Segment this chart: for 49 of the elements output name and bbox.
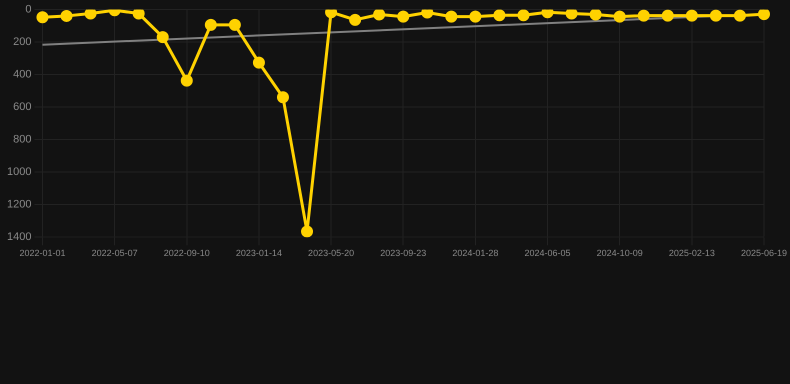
point (36, 11, 48, 24)
point (758, 10, 770, 20)
x-tick-label: 2023-01-14 (236, 248, 282, 258)
y-tick-label: 800 (13, 134, 32, 146)
point (373, 10, 386, 20)
point (566, 10, 578, 20)
point (734, 10, 746, 22)
point (180, 74, 193, 87)
point (469, 10, 482, 23)
point (252, 56, 265, 69)
x-tick-label: 2023-09-23 (380, 248, 426, 258)
y-tick-label: 400 (13, 68, 32, 81)
y-tick-label: 1400 (6, 231, 32, 244)
x-tick-label: 2024-06-05 (524, 248, 571, 258)
point (542, 10, 554, 18)
y-tick-label: 600 (13, 101, 32, 114)
point (132, 10, 145, 20)
point (686, 10, 698, 22)
point (204, 18, 217, 31)
point (517, 10, 530, 22)
x-tick-label: 2023-05-20 (308, 248, 354, 258)
y-tick-label: 200 (13, 36, 32, 48)
point (301, 226, 314, 238)
x-tick-label: 2022-09-10 (164, 248, 210, 258)
y-tick-label: 0 (25, 4, 32, 16)
point (710, 10, 722, 22)
point (325, 10, 338, 18)
x-tick-label: 2025-06-19 (740, 248, 788, 258)
point (60, 10, 73, 22)
point (228, 18, 241, 31)
point (276, 91, 289, 104)
point (493, 10, 506, 22)
point (638, 10, 650, 22)
point (349, 14, 362, 26)
x-tick-label: 2022-05-07 (92, 248, 138, 258)
point (590, 10, 602, 20)
point (84, 10, 97, 20)
point (614, 10, 626, 23)
x-tick-label: 2022-01-01 (19, 248, 66, 258)
point (421, 10, 434, 19)
y-tick-label: 1200 (6, 198, 32, 211)
x-tick-label: 2024-10-09 (596, 248, 643, 258)
x-tick-label: 2024-01-28 (452, 248, 498, 258)
x-tick-label: 2025-02-13 (668, 248, 715, 258)
point (397, 10, 410, 23)
point (156, 31, 169, 44)
point (445, 10, 458, 23)
point (662, 10, 674, 22)
y-tick-label: 1000 (6, 166, 32, 178)
